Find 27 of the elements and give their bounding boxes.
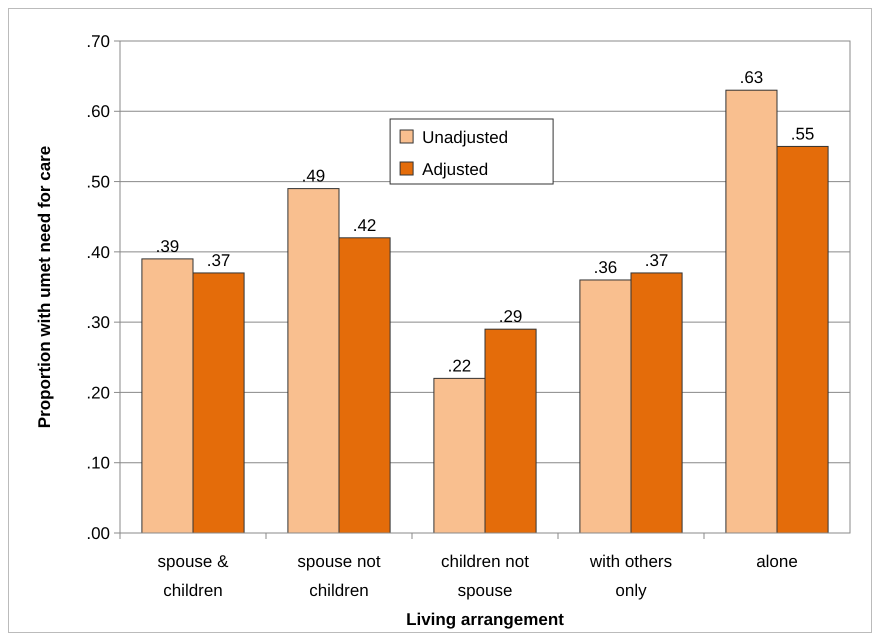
legend-label: Adjusted [422, 160, 488, 179]
y-tick-label: .50 [86, 172, 110, 192]
data-label: .22 [448, 356, 472, 376]
data-label: .39 [156, 236, 180, 256]
y-tick-label: .20 [86, 383, 110, 402]
x-tick-label: spouse & children [158, 552, 230, 600]
data-label: .63 [740, 68, 764, 88]
data-label: .55 [790, 124, 814, 144]
y-tick-label: .10 [86, 454, 110, 473]
x-tick-label: alone [756, 552, 798, 571]
data-label: .42 [352, 216, 376, 235]
y-tick-label: .60 [86, 102, 110, 122]
x-tick-label: children not spouse [441, 552, 530, 600]
y-tick-label: .70 [86, 32, 110, 51]
data-label: .49 [302, 166, 326, 186]
data-label: .36 [594, 258, 618, 277]
data-label: .37 [644, 250, 668, 270]
x-tick-label: with others only [588, 552, 672, 600]
x-tick-label: spouse not children [297, 552, 381, 600]
y-tick-label: .00 [86, 524, 110, 543]
data-label: .29 [498, 307, 522, 326]
data-label: .37 [206, 250, 230, 270]
legend-label: Unadjusted [422, 128, 508, 147]
x-axis-title: Living arrangement [406, 610, 564, 629]
y-tick-label: .40 [86, 242, 110, 262]
y-tick-label: .30 [86, 313, 110, 332]
y-axis-title: Proportion with umet need for care [35, 146, 54, 428]
